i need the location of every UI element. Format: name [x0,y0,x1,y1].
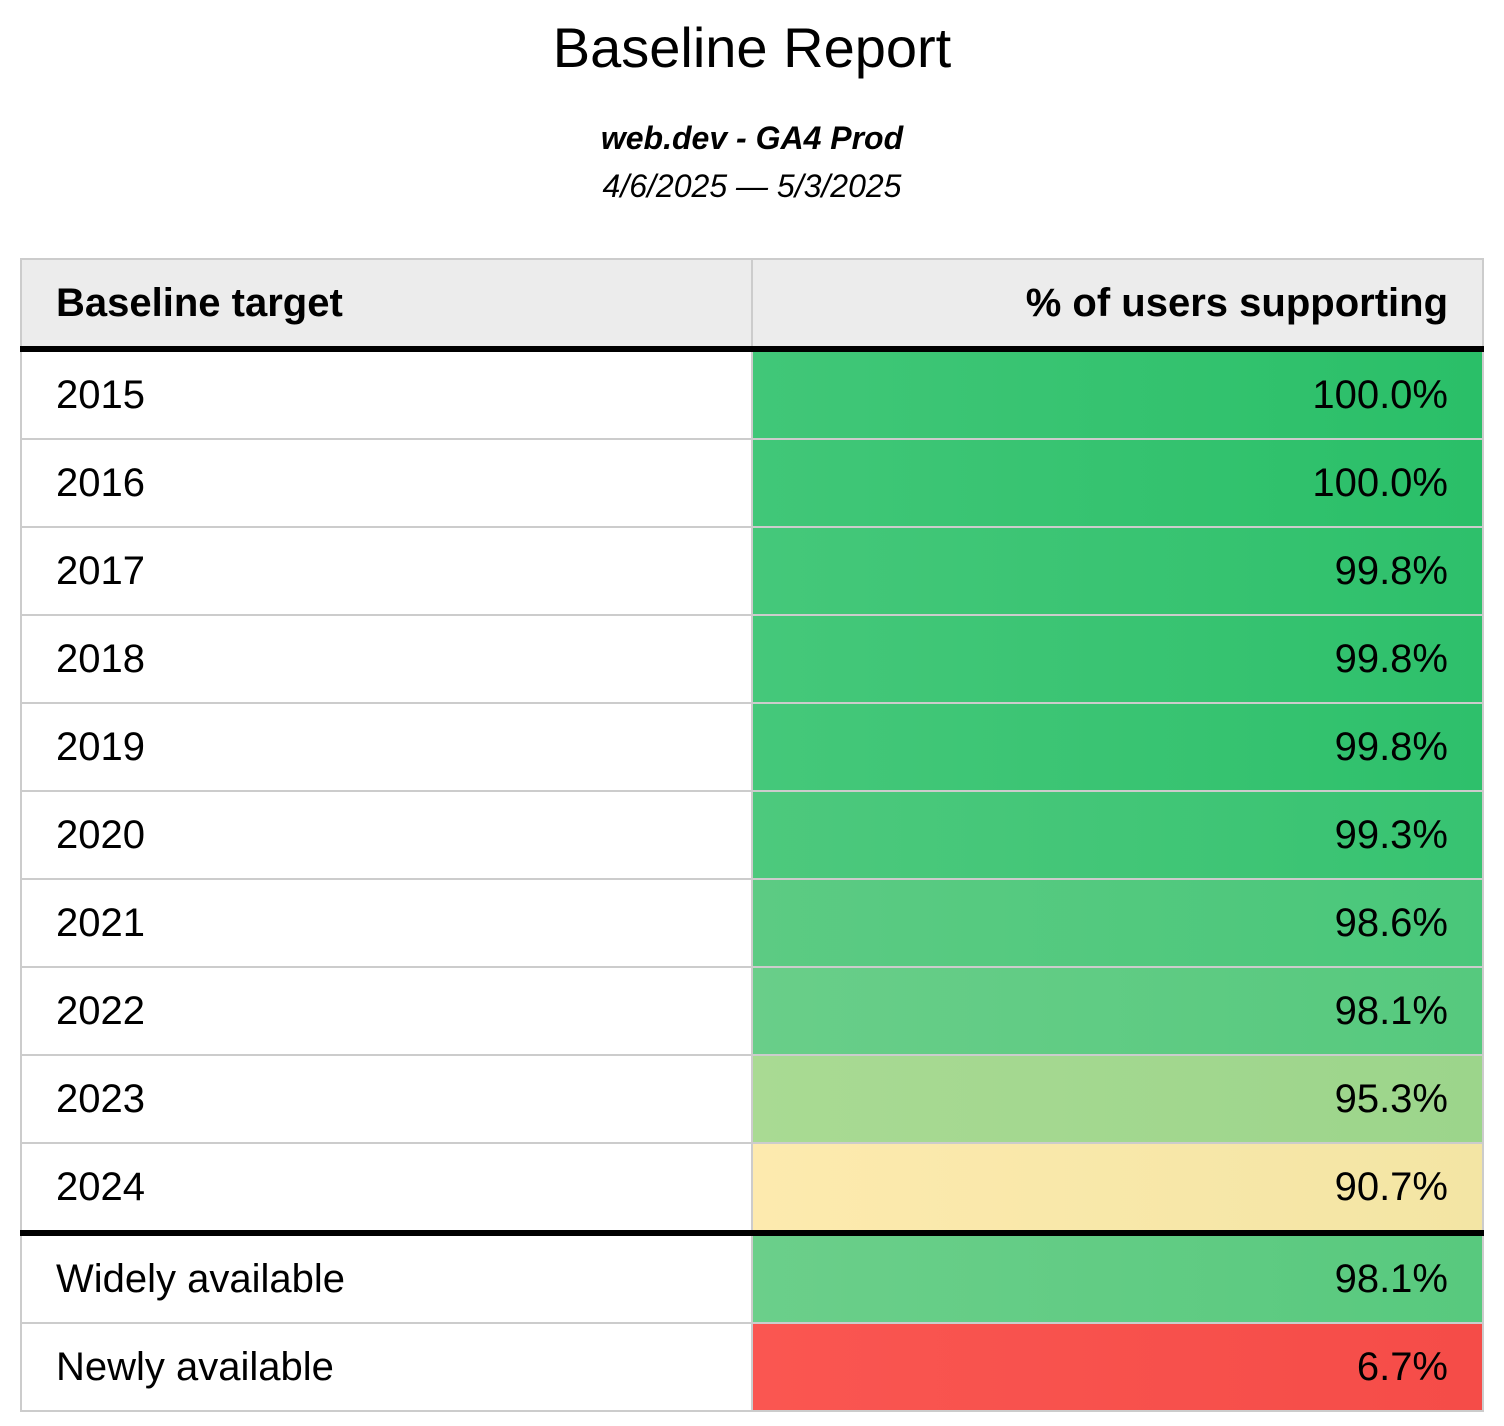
baseline-table: Baseline target % of users supporting 20… [20,258,1484,1413]
table-row: 2018 99.8% [20,614,1484,705]
percent-value-cell: 6.7% [751,1322,1484,1413]
percent-value-cell: 99.8% [751,526,1484,617]
baseline-target-cell: 2019 [20,702,753,793]
table-row: 2016 100.0% [20,438,1484,529]
percent-value-cell: 99.3% [751,790,1484,881]
percent-value-cell: 98.6% [751,878,1484,969]
page-title: Baseline Report [552,16,952,79]
report-date-range: 4/6/2025 — 5/3/2025 [602,168,902,205]
table-row: 2020 99.3% [20,790,1484,881]
table-row: 2019 99.8% [20,702,1484,793]
percent-value-cell: 90.7% [751,1142,1484,1237]
baseline-target-cell: 2020 [20,790,753,881]
baseline-target-cell: 2018 [20,614,753,705]
column-header-baseline-target: Baseline target [20,258,753,353]
table-row: 2021 98.6% [20,878,1484,969]
percent-value-cell: 100.0% [751,348,1484,441]
table-row: 2024 90.7% [20,1142,1484,1237]
baseline-target-cell: 2024 [20,1142,753,1237]
percent-value-cell: 95.3% [751,1054,1484,1145]
table-row: 2017 99.8% [20,526,1484,617]
table-row: 2015 100.0% [20,348,1484,441]
table-row: Widely available 98.1% [20,1232,1484,1325]
baseline-target-cell: 2022 [20,966,753,1057]
percent-value-cell: 99.8% [751,614,1484,705]
baseline-report: Baseline Report web.dev - GA4 Prod 4/6/2… [0,16,1504,1413]
column-header-users-supporting: % of users supporting [751,258,1484,353]
report-source-subtitle: web.dev - GA4 Prod [600,120,904,157]
percent-value-cell: 98.1% [751,1232,1484,1325]
baseline-target-cell: Newly available [20,1322,753,1413]
baseline-target-cell: 2017 [20,526,753,617]
baseline-target-cell: 2016 [20,438,753,529]
percent-value-cell: 100.0% [751,438,1484,529]
table-row: 2023 95.3% [20,1054,1484,1145]
table-header-row: Baseline target % of users supporting [20,258,1484,353]
table-row: Newly available 6.7% [20,1322,1484,1413]
baseline-target-cell: 2023 [20,1054,753,1145]
baseline-target-cell: Widely available [20,1232,753,1325]
baseline-target-cell: 2021 [20,878,753,969]
baseline-target-cell: 2015 [20,348,753,441]
percent-value-cell: 98.1% [751,966,1484,1057]
table-row: 2022 98.1% [20,966,1484,1057]
percent-value-cell: 99.8% [751,702,1484,793]
